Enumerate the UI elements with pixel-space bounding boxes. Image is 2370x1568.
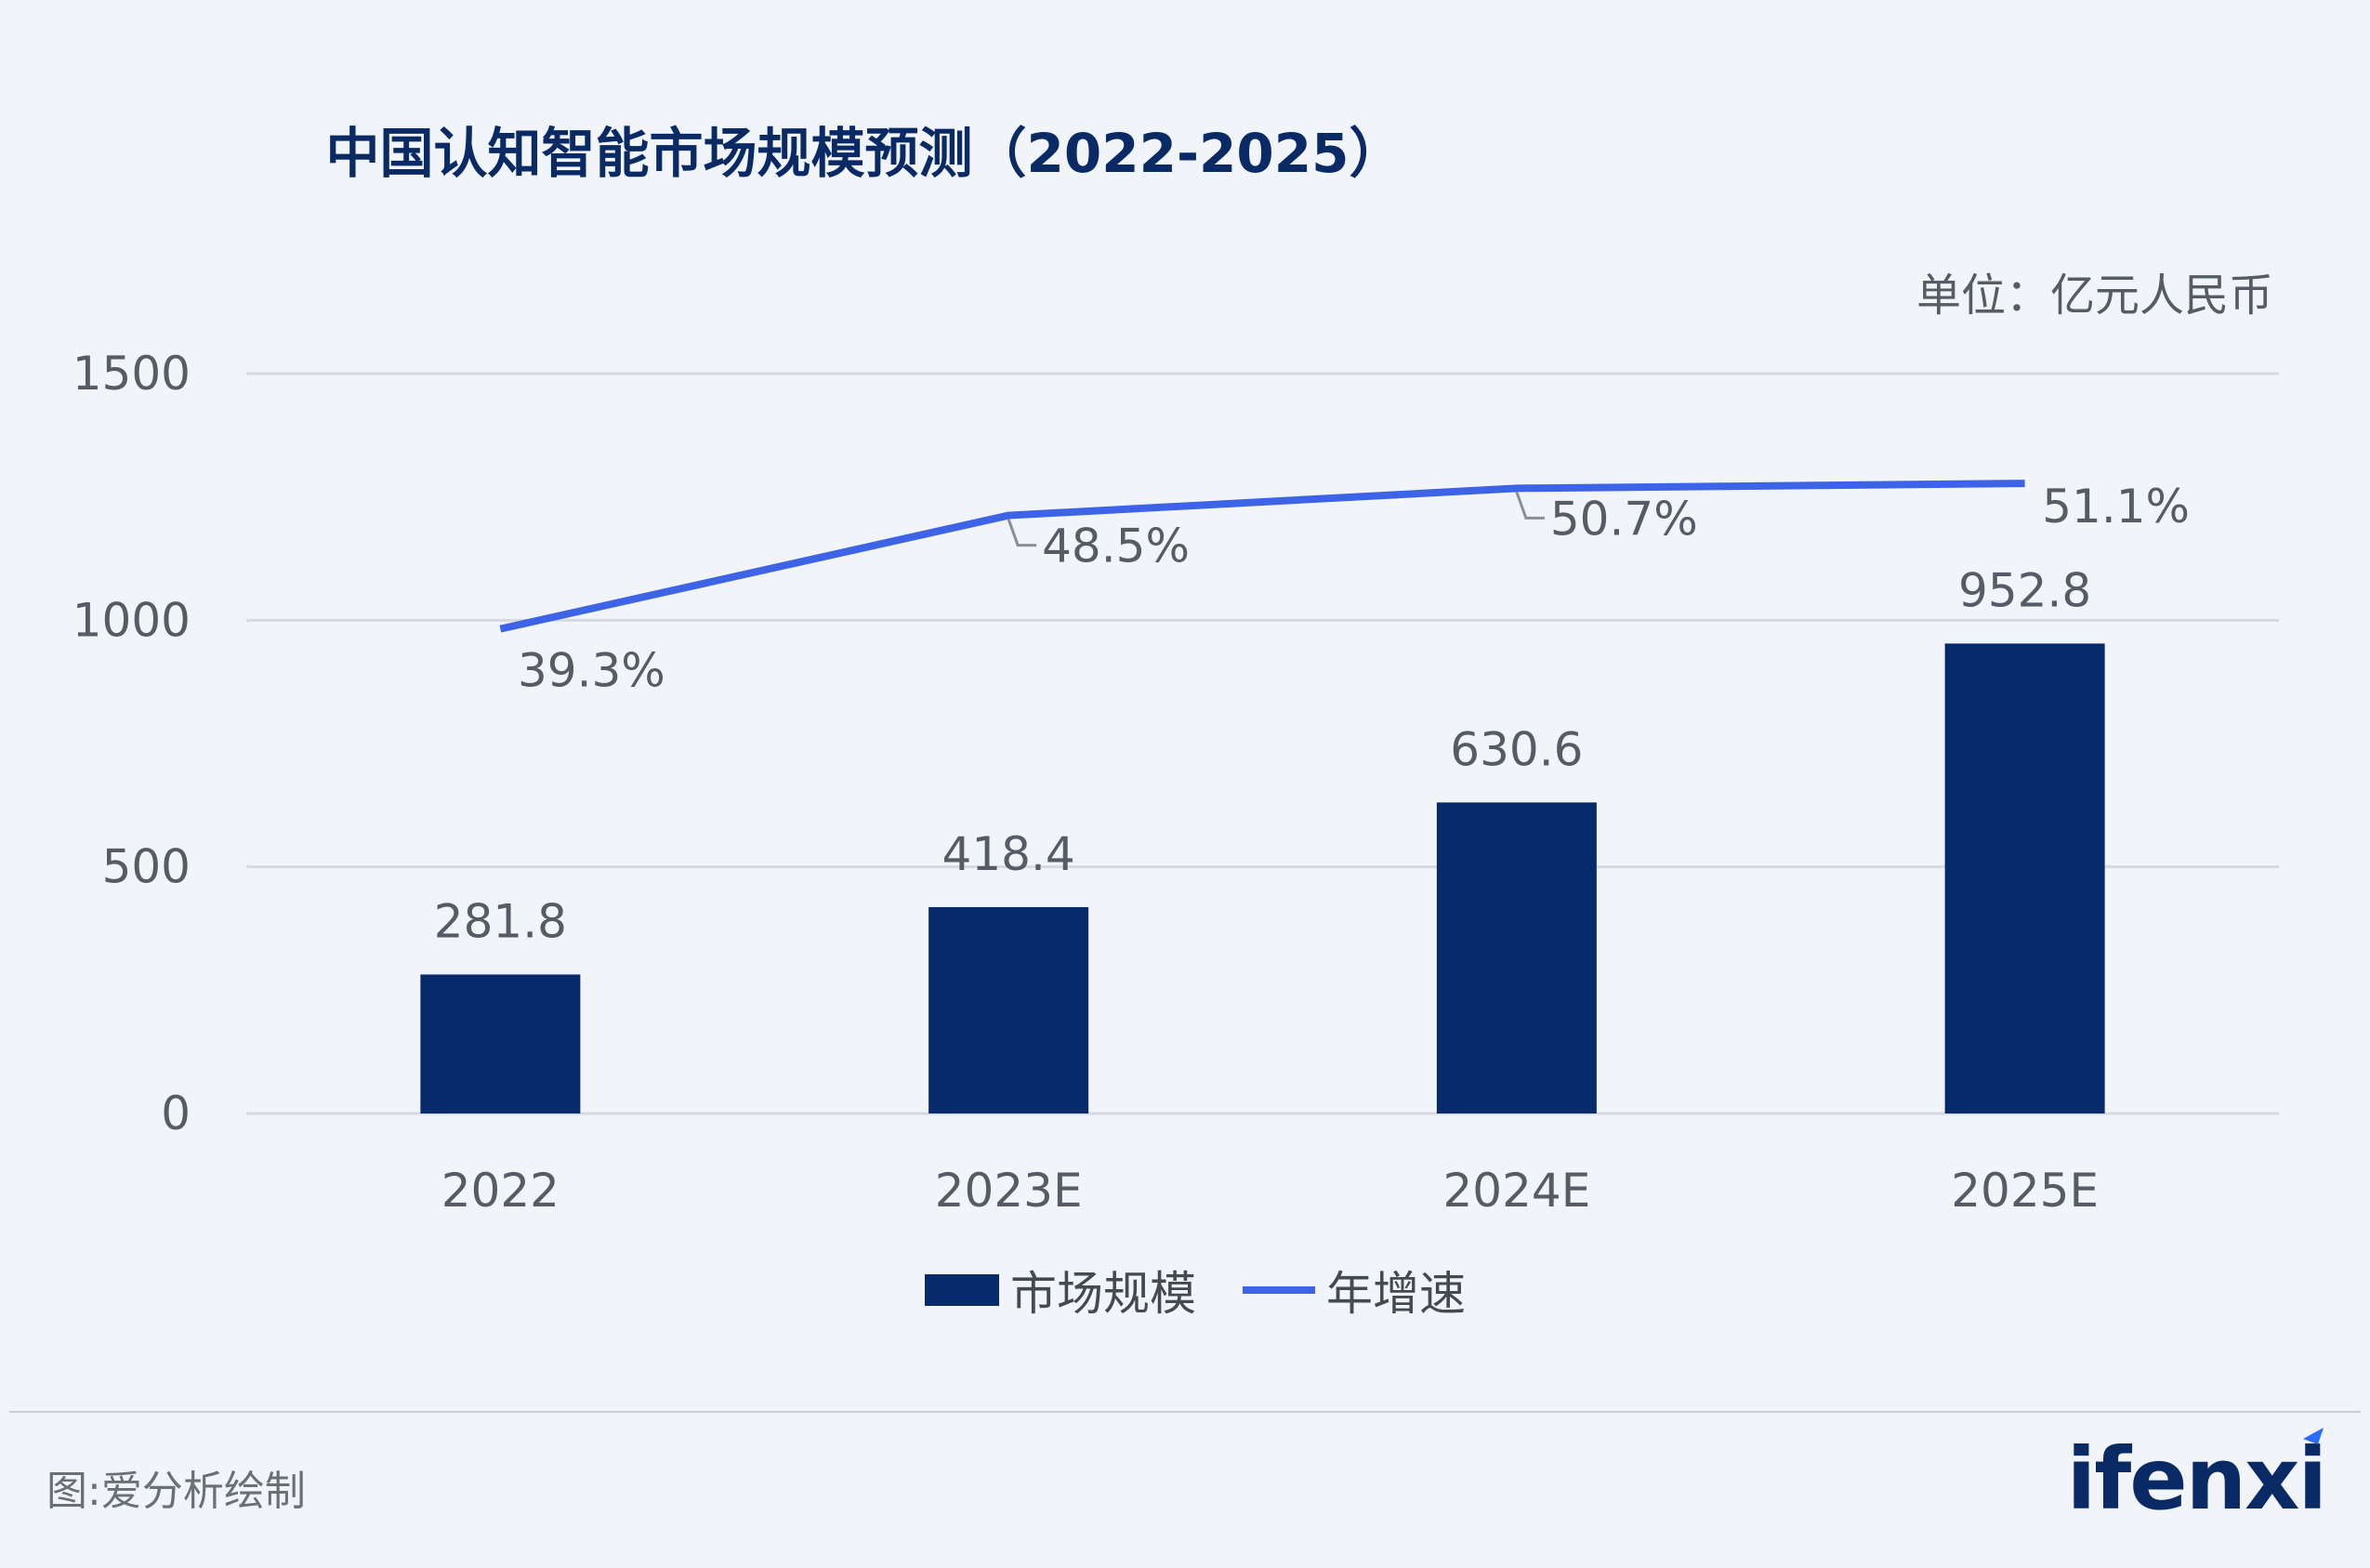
line-label-2023E: 48.5% bbox=[1042, 520, 1190, 573]
legend-item-bar: 市场规模 bbox=[925, 1257, 1196, 1324]
logo-arrow-icon bbox=[2303, 1428, 2324, 1444]
line-label-leader-2023E bbox=[1007, 519, 1037, 547]
x-tick-label-2024E: 2024E bbox=[1442, 1164, 1590, 1218]
chart-title: 中国认知智能市场规模预测（2022-2025） bbox=[325, 122, 1403, 185]
line-label-2024E: 50.7% bbox=[1550, 492, 1698, 546]
line-label-2022: 39.3% bbox=[518, 644, 665, 698]
bar-2022 bbox=[420, 974, 581, 1113]
legend-line-label: 年增速 bbox=[1326, 1267, 1466, 1321]
line-label-leader-2024E bbox=[1515, 491, 1545, 520]
bar-label-2023E: 418.4 bbox=[942, 827, 1075, 881]
bar-2024E bbox=[1436, 802, 1597, 1113]
y-tick-label-500: 500 bbox=[102, 840, 191, 894]
x-tick-label-2023E: 2023E bbox=[935, 1164, 1083, 1218]
bar-label-2024E: 630.6 bbox=[1450, 722, 1583, 776]
x-tick-label-2022: 2022 bbox=[441, 1164, 560, 1218]
bar-2023E bbox=[928, 906, 1089, 1113]
bar-2025E bbox=[1944, 643, 2105, 1113]
growth-line bbox=[499, 480, 2025, 633]
legend-bar-swatch bbox=[925, 1274, 999, 1306]
legend-line-swatch bbox=[1243, 1286, 1315, 1294]
brand-logo: ifenxi bbox=[2066, 1428, 2327, 1529]
bar-label-2025E: 952.8 bbox=[1958, 563, 2091, 617]
y-tick-label-0: 0 bbox=[161, 1087, 191, 1140]
y-tick-label-1500: 1500 bbox=[72, 347, 191, 401]
logo-text: ifenxi bbox=[2066, 1430, 2327, 1529]
x-tick-label-2025E: 2025E bbox=[1951, 1164, 2099, 1218]
legend: 市场规模 年增速 bbox=[925, 1257, 1512, 1324]
legend-item-line: 年增速 bbox=[1243, 1257, 1466, 1324]
y-tick-label-1000: 1000 bbox=[72, 593, 191, 647]
source-note: 图:爱分析绘制 bbox=[46, 1468, 306, 1515]
bar-label-2022: 281.8 bbox=[434, 894, 567, 948]
footer-divider bbox=[9, 1411, 2361, 1413]
unit-label: 单位：亿元人民币 bbox=[1916, 270, 2273, 322]
legend-bar-label: 市场规模 bbox=[1010, 1267, 1196, 1321]
line-label-2025E: 51.1% bbox=[2042, 480, 2190, 534]
